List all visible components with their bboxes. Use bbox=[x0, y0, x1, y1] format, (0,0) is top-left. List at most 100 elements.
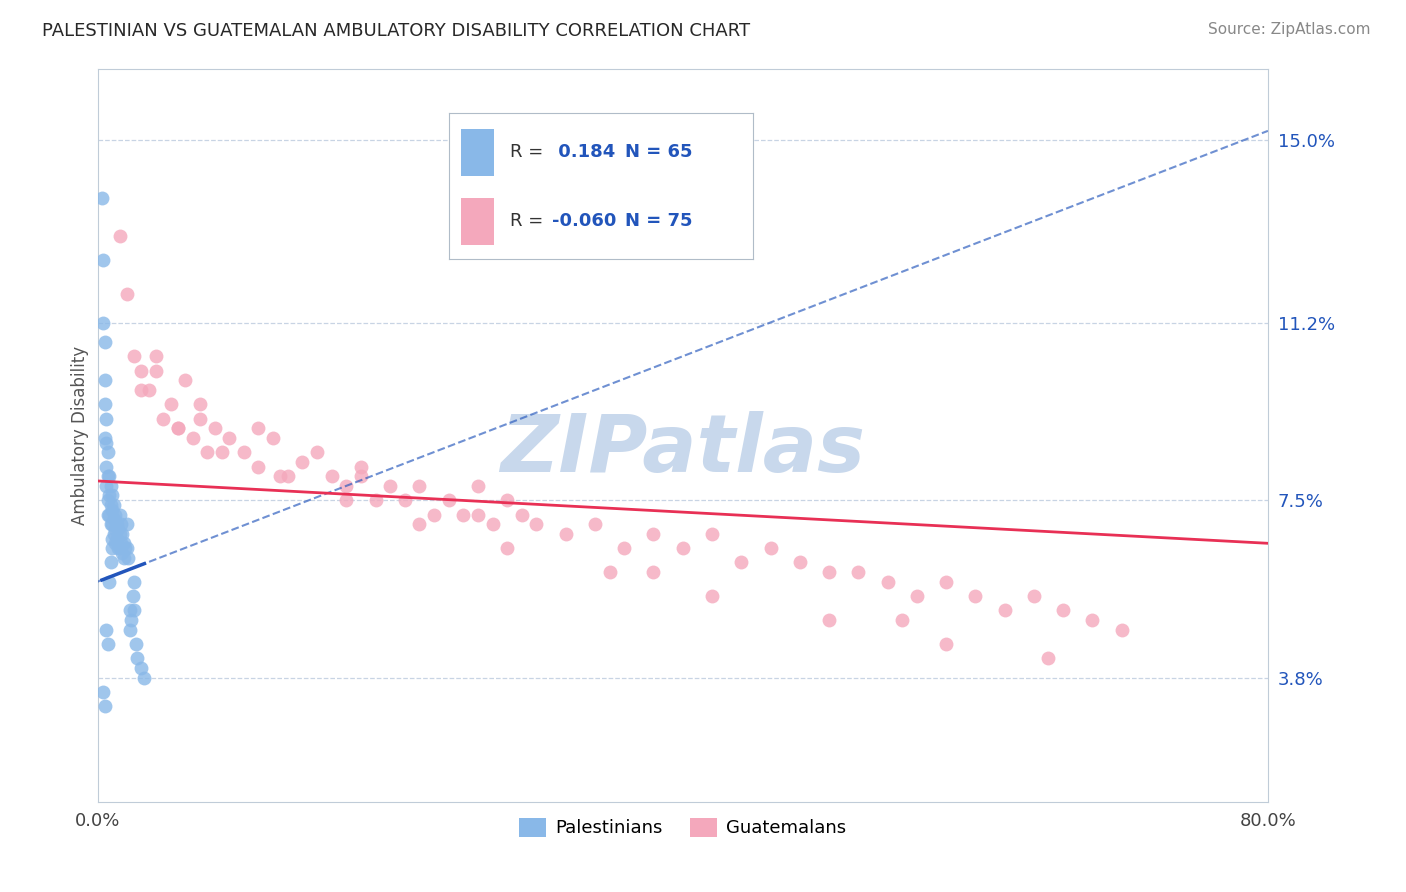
Point bbox=[167, 421, 190, 435]
Point bbox=[97, 508, 120, 522]
Point bbox=[247, 421, 270, 435]
Point bbox=[96, 435, 118, 450]
Point bbox=[152, 411, 174, 425]
Point bbox=[94, 373, 117, 387]
Point bbox=[453, 508, 475, 522]
Point bbox=[335, 493, 357, 508]
Point bbox=[96, 623, 118, 637]
Point bbox=[321, 469, 343, 483]
Point bbox=[111, 546, 134, 560]
Point bbox=[167, 421, 190, 435]
Point bbox=[94, 431, 117, 445]
Point bbox=[110, 536, 132, 550]
Point bbox=[101, 517, 124, 532]
Point bbox=[101, 532, 124, 546]
Point bbox=[423, 508, 446, 522]
Point bbox=[125, 651, 148, 665]
Point bbox=[759, 541, 782, 555]
Point bbox=[891, 613, 914, 627]
Point bbox=[98, 469, 121, 483]
Text: ZIPatlas: ZIPatlas bbox=[501, 411, 865, 489]
Point bbox=[1022, 589, 1045, 603]
Point bbox=[378, 479, 401, 493]
Point bbox=[232, 445, 254, 459]
Point bbox=[100, 498, 122, 512]
Point bbox=[96, 411, 118, 425]
Point bbox=[112, 550, 135, 565]
Point bbox=[118, 603, 141, 617]
Point bbox=[350, 459, 373, 474]
Point bbox=[97, 445, 120, 459]
Point bbox=[103, 526, 125, 541]
Point bbox=[211, 445, 233, 459]
Legend: Palestinians, Guatemalans: Palestinians, Guatemalans bbox=[512, 811, 853, 845]
Point bbox=[91, 191, 114, 205]
Point bbox=[1111, 623, 1133, 637]
Point bbox=[583, 517, 606, 532]
Point bbox=[108, 229, 131, 244]
Point bbox=[97, 493, 120, 508]
Point bbox=[818, 565, 841, 579]
Point bbox=[108, 508, 131, 522]
Point bbox=[394, 493, 416, 508]
Point bbox=[101, 488, 124, 502]
Point bbox=[700, 589, 723, 603]
Point bbox=[98, 488, 121, 502]
Point bbox=[108, 526, 131, 541]
Point bbox=[122, 603, 145, 617]
Point bbox=[93, 253, 115, 268]
Point bbox=[408, 479, 430, 493]
Point bbox=[335, 479, 357, 493]
Point bbox=[1038, 651, 1060, 665]
Point bbox=[145, 349, 167, 363]
Point bbox=[110, 517, 132, 532]
Point bbox=[107, 522, 129, 536]
Point bbox=[94, 397, 117, 411]
Point bbox=[138, 383, 160, 397]
Point bbox=[112, 536, 135, 550]
Point bbox=[188, 397, 211, 411]
Point bbox=[124, 637, 146, 651]
Point bbox=[277, 469, 299, 483]
Point bbox=[131, 383, 153, 397]
Point bbox=[613, 541, 636, 555]
Point bbox=[510, 508, 533, 522]
Point bbox=[120, 613, 142, 627]
Point bbox=[145, 364, 167, 378]
Point bbox=[195, 445, 218, 459]
Point bbox=[993, 603, 1015, 617]
Point bbox=[437, 493, 460, 508]
Point bbox=[131, 661, 153, 675]
Point bbox=[134, 671, 156, 685]
Y-axis label: Ambulatory Disability: Ambulatory Disability bbox=[72, 346, 89, 525]
Point bbox=[204, 421, 226, 435]
Point bbox=[262, 431, 284, 445]
Point bbox=[1081, 613, 1104, 627]
Point bbox=[105, 517, 128, 532]
Text: PALESTINIAN VS GUATEMALAN AMBULATORY DISABILITY CORRELATION CHART: PALESTINIAN VS GUATEMALAN AMBULATORY DIS… bbox=[42, 22, 751, 40]
Point bbox=[269, 469, 291, 483]
Point bbox=[94, 334, 117, 349]
Point bbox=[730, 556, 752, 570]
Point bbox=[105, 532, 128, 546]
Point bbox=[104, 536, 127, 550]
Point bbox=[97, 469, 120, 483]
Point bbox=[481, 517, 503, 532]
Point bbox=[93, 316, 115, 330]
Point bbox=[98, 508, 121, 522]
Point bbox=[122, 574, 145, 589]
Point bbox=[97, 637, 120, 651]
Point bbox=[364, 493, 387, 508]
Point bbox=[467, 508, 489, 522]
Point bbox=[101, 541, 124, 555]
Point bbox=[115, 287, 138, 301]
Point bbox=[789, 556, 811, 570]
Point bbox=[111, 526, 134, 541]
Point bbox=[700, 526, 723, 541]
Point bbox=[100, 517, 122, 532]
Point bbox=[965, 589, 987, 603]
Point bbox=[408, 517, 430, 532]
Point bbox=[103, 498, 125, 512]
Text: Source: ZipAtlas.com: Source: ZipAtlas.com bbox=[1208, 22, 1371, 37]
Point bbox=[496, 541, 519, 555]
